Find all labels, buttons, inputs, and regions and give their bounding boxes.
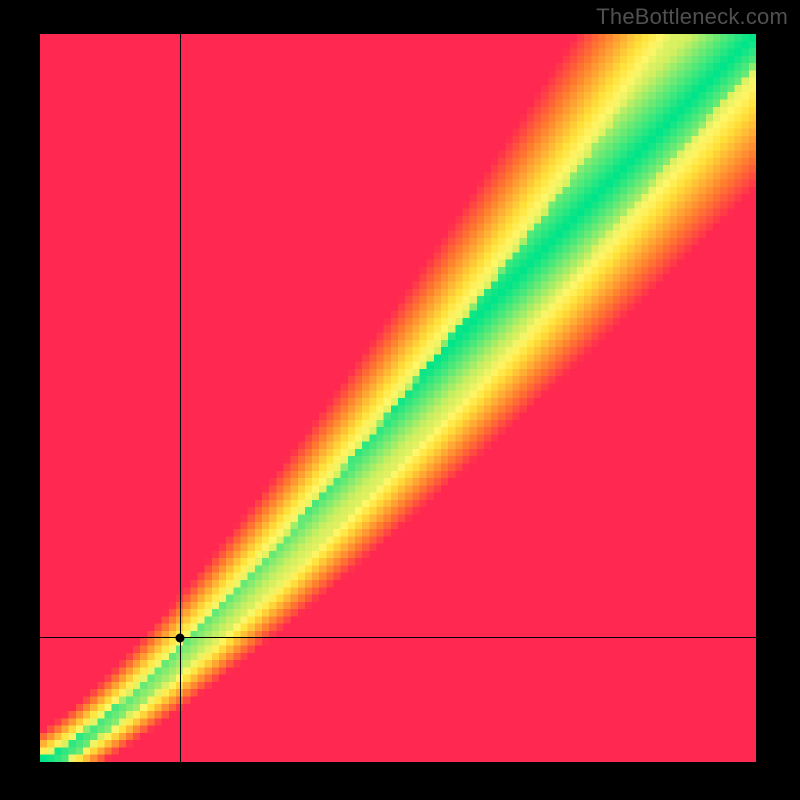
crosshair-marker-dot (176, 633, 185, 642)
bottleneck-heatmap (40, 34, 756, 762)
watermark-text: TheBottleneck.com (596, 4, 788, 30)
crosshair-horizontal (40, 637, 756, 638)
crosshair-vertical (180, 34, 181, 762)
heatmap-canvas (40, 34, 756, 762)
